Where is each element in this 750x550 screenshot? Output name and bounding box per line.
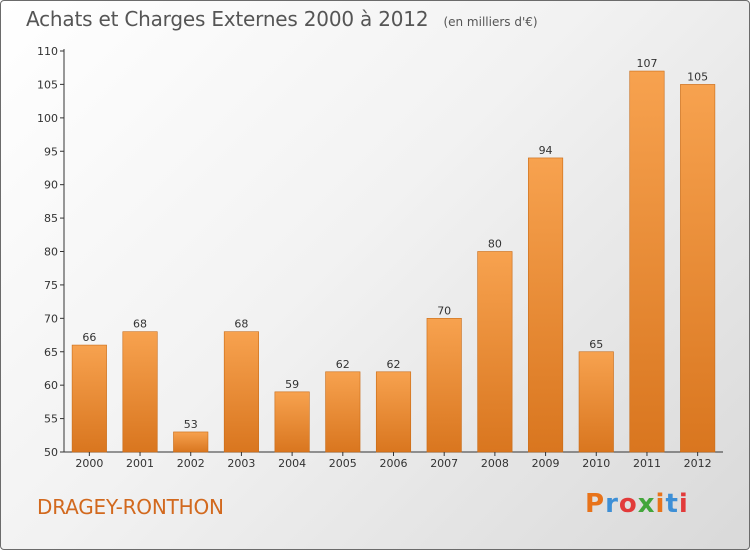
bar-value-label: 53 xyxy=(184,418,198,431)
y-tick-label: 65 xyxy=(44,346,58,359)
bar-value-label: 68 xyxy=(234,318,248,331)
x-tick-label: 2007 xyxy=(430,457,458,470)
brand-letter: i xyxy=(678,489,689,519)
brand-letter: x xyxy=(637,489,656,519)
x-tick-label: 2000 xyxy=(75,457,103,470)
bar xyxy=(528,157,564,453)
bar xyxy=(578,351,614,453)
y-tick-label: 90 xyxy=(44,179,58,192)
brand-letter: i xyxy=(655,489,666,519)
proxiti-logo: Proxiti xyxy=(585,489,689,519)
bar-value-label: 66 xyxy=(82,331,96,344)
y-tick-label: 95 xyxy=(44,145,58,158)
x-tick-label: 2012 xyxy=(684,457,712,470)
x-tick-label: 2001 xyxy=(126,457,154,470)
bar-value-label: 105 xyxy=(687,70,708,83)
bar xyxy=(680,84,716,453)
brand-letter: t xyxy=(665,489,679,519)
y-tick-label: 60 xyxy=(44,379,58,392)
bar-value-label: 80 xyxy=(488,238,502,251)
bar-value-label: 94 xyxy=(539,144,553,157)
y-tick-label: 105 xyxy=(37,78,58,91)
x-tick-label: 2003 xyxy=(227,457,255,470)
x-tick-label: 2009 xyxy=(532,457,560,470)
x-tick-label: 2010 xyxy=(582,457,610,470)
bar xyxy=(173,431,209,453)
bar xyxy=(375,371,412,453)
y-tick-label: 70 xyxy=(44,312,58,325)
x-tick-label: 2006 xyxy=(380,457,408,470)
chart-title: Achats et Charges Externes 2000 à 2012 xyxy=(26,7,429,31)
bar xyxy=(629,70,665,453)
bar-value-label: 70 xyxy=(437,304,451,317)
y-tick-label: 50 xyxy=(44,446,58,459)
bar xyxy=(426,318,462,453)
chart-unit: (en milliers d'€) xyxy=(443,15,538,29)
bar xyxy=(325,371,361,453)
bar xyxy=(223,331,259,453)
title-row: Achats et Charges Externes 2000 à 2012 (… xyxy=(26,7,538,31)
x-tick-label: 2004 xyxy=(278,457,306,470)
bar xyxy=(274,391,310,453)
bar-value-label: 62 xyxy=(336,358,350,371)
bar xyxy=(477,251,513,453)
y-tick-label: 110 xyxy=(37,45,58,58)
commune-name: DRAGEY-RONTHON xyxy=(37,495,224,519)
bar-value-label: 59 xyxy=(285,378,299,391)
x-tick-label: 2008 xyxy=(481,457,509,470)
x-tick-label: 2005 xyxy=(329,457,357,470)
y-tick-label: 85 xyxy=(44,212,58,225)
brand-letter: o xyxy=(618,489,638,519)
y-tick-label: 100 xyxy=(37,112,58,125)
brand-letter: P xyxy=(585,489,606,519)
y-tick-label: 75 xyxy=(44,279,58,292)
bar xyxy=(122,331,158,453)
bar-value-label: 107 xyxy=(636,57,657,70)
bar-value-label: 68 xyxy=(133,318,147,331)
y-tick-label: 80 xyxy=(44,246,58,259)
bar-value-label: 62 xyxy=(387,358,401,371)
x-tick-label: 2011 xyxy=(633,457,661,470)
x-tick-label: 2002 xyxy=(177,457,205,470)
brand-letter: r xyxy=(605,489,619,519)
bar xyxy=(71,344,107,453)
y-tick-label: 55 xyxy=(44,413,58,426)
bar-value-label: 65 xyxy=(589,338,603,351)
